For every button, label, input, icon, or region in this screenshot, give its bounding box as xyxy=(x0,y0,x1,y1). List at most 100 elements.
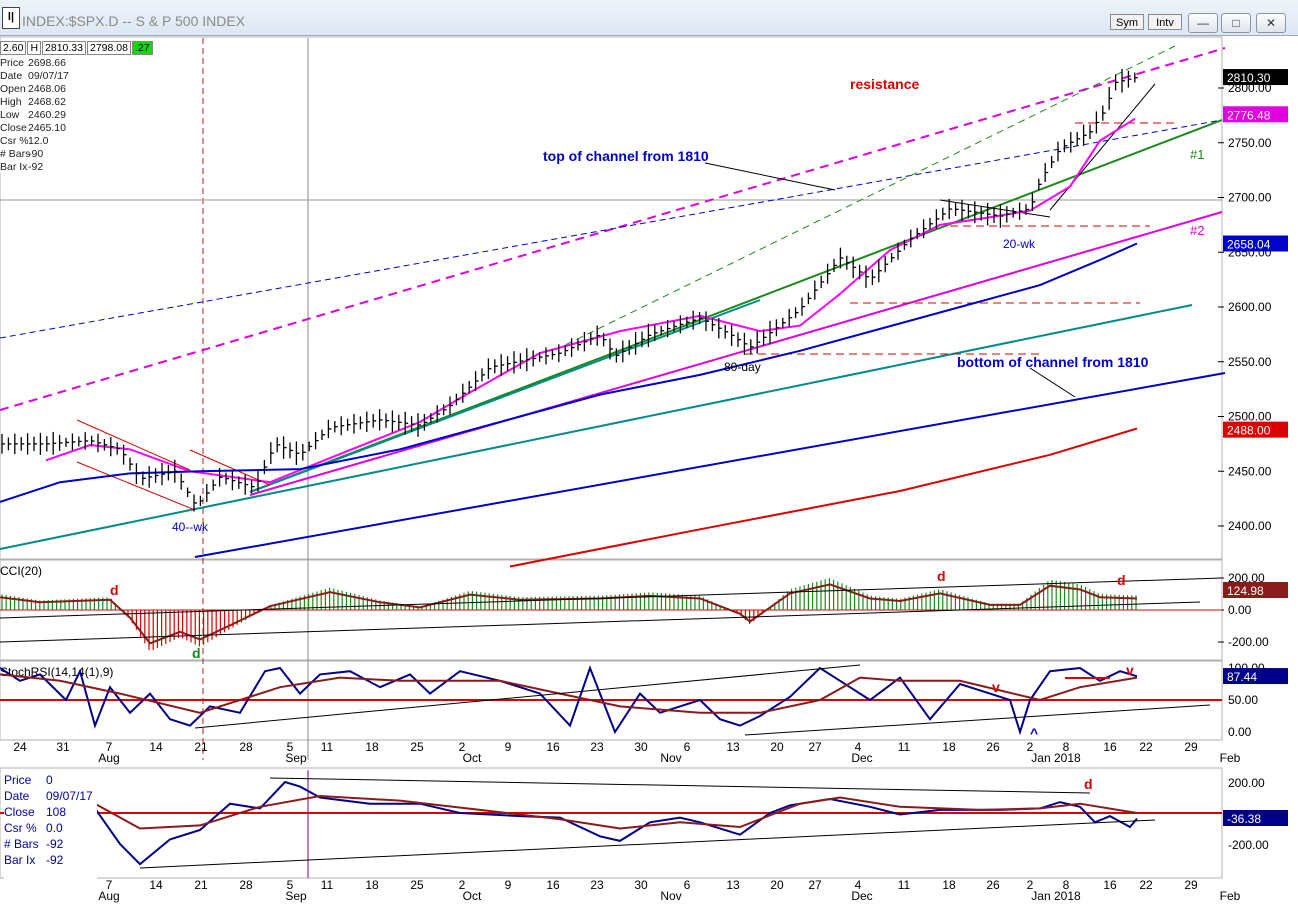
price-bar xyxy=(910,229,914,248)
price-bar xyxy=(954,202,959,217)
maximize-icon: □ xyxy=(1232,16,1240,30)
date-axis-day: 6 xyxy=(684,740,691,754)
price-bar xyxy=(999,204,1004,228)
intv-button[interactable]: Intv xyxy=(1148,14,1182,30)
price-bar xyxy=(404,411,409,435)
price-bar xyxy=(609,338,613,360)
channel-red-right xyxy=(189,449,271,486)
info-key: Date xyxy=(4,789,30,803)
date-axis-day-bottom: 7 xyxy=(106,878,113,892)
minimize-button[interactable]: — xyxy=(1188,13,1218,33)
price-bar xyxy=(1044,163,1049,182)
price-bar xyxy=(7,437,12,451)
price-bar xyxy=(417,413,421,437)
date-axis-day: 9 xyxy=(505,740,512,754)
price-bar xyxy=(84,432,89,450)
info-key: # Bars xyxy=(4,837,39,851)
price-bar xyxy=(487,358,492,380)
date-axis-day: 23 xyxy=(590,740,604,754)
price-bar xyxy=(852,256,857,279)
price-bar xyxy=(929,217,933,230)
info-value: -92 xyxy=(28,161,44,173)
date-axis-day: 24 xyxy=(13,740,27,754)
date-axis-month-bottom: Jan 2018 xyxy=(1031,889,1081,903)
info-value: 2465.10 xyxy=(28,122,66,134)
close-icon: ✕ xyxy=(1265,16,1277,30)
price-bar xyxy=(730,324,735,347)
info-key: Close xyxy=(4,805,35,819)
price-bar xyxy=(596,325,601,346)
price-ytick-label: 2450.00 xyxy=(1228,464,1272,478)
trendline-teal-2 xyxy=(249,299,761,493)
maximize-button[interactable]: □ xyxy=(1221,13,1251,33)
info-row: # Bars-90 xyxy=(0,148,76,161)
date-axis-day: 16 xyxy=(1103,740,1117,754)
date-axis-day-bottom: 26 xyxy=(986,878,1000,892)
price-bar xyxy=(442,404,447,416)
price-bar xyxy=(1057,141,1061,162)
chart-canvas[interactable]: 2800.002750.002700.002650.002600.002550.… xyxy=(0,36,1298,905)
date-axis-day-bottom: 28 xyxy=(239,878,253,892)
price-bar xyxy=(391,410,396,433)
cci-ytick-label: 0.00 xyxy=(1228,603,1252,617)
sym-button[interactable]: Sym xyxy=(1110,14,1144,30)
price-bar xyxy=(833,258,837,273)
date-axis-day-bottom: 22 xyxy=(1139,878,1153,892)
price-bar xyxy=(1070,132,1074,153)
stochrsi-k-line xyxy=(0,665,1138,736)
info-row: Close 108 xyxy=(4,804,97,820)
close-button[interactable]: ✕ xyxy=(1256,13,1286,33)
info-value: 0.0 xyxy=(46,821,63,835)
cci-ytick-label: -200.00 xyxy=(1228,635,1269,649)
price-bar xyxy=(20,437,25,451)
price-bar xyxy=(1102,105,1106,121)
date-axis-day: 5 xyxy=(287,740,294,754)
date-axis-day-bottom: 14 xyxy=(149,878,163,892)
price-bar xyxy=(1018,202,1023,220)
price-bar xyxy=(538,352,543,362)
price-bar xyxy=(916,228,921,240)
date-axis-day-bottom: 11 xyxy=(898,878,911,892)
macd-line xyxy=(94,780,1138,866)
price-bar xyxy=(922,219,927,239)
macd-divergence-mark: d xyxy=(1084,776,1093,792)
price-bar xyxy=(346,418,351,431)
annotation-resistance: resistance xyxy=(850,76,919,92)
price-bar xyxy=(756,330,761,354)
price-badge-label: 2810.30 xyxy=(1227,71,1271,85)
date-axis-day-bottom: 11 xyxy=(321,878,334,892)
price-bar xyxy=(462,383,466,403)
info-row: Close2465.10 xyxy=(0,122,76,135)
date-axis-day: 2 xyxy=(459,740,466,754)
price-bar xyxy=(359,416,364,430)
date-axis-day-bottom: 18 xyxy=(365,878,379,892)
price-bar xyxy=(129,457,133,471)
price-bar xyxy=(180,473,185,490)
wedge-line-black-2 xyxy=(939,199,1051,218)
price-bar xyxy=(775,319,780,337)
price-bar xyxy=(935,209,940,229)
price-bar xyxy=(468,380,473,394)
annotation-bottom-channel: bottom of channel from 1810 xyxy=(957,354,1149,370)
info-key: Date xyxy=(0,70,23,82)
price-bar xyxy=(647,323,652,348)
app-icon: l| xyxy=(2,7,20,29)
price-bar xyxy=(167,464,172,481)
price-bar xyxy=(46,436,50,452)
price-bar xyxy=(590,332,594,345)
info-value: 2460.29 xyxy=(28,109,66,121)
price-badge-bg xyxy=(1223,69,1288,86)
price-bar xyxy=(270,442,274,464)
date-axis-day: 11 xyxy=(321,740,334,754)
price-bar xyxy=(788,308,793,327)
price-bar xyxy=(212,479,217,491)
stochrsi-mark: ^ xyxy=(1030,725,1038,741)
price-bar xyxy=(436,405,441,423)
price-bar xyxy=(692,310,697,330)
price-bar xyxy=(545,347,549,365)
price-badge-bg xyxy=(1223,421,1288,438)
macd-signal-line xyxy=(94,794,1138,830)
price-ytick-label: 2400.00 xyxy=(1228,519,1272,533)
info-key: Bar Ix xyxy=(4,853,36,867)
price-bar xyxy=(1025,204,1029,215)
